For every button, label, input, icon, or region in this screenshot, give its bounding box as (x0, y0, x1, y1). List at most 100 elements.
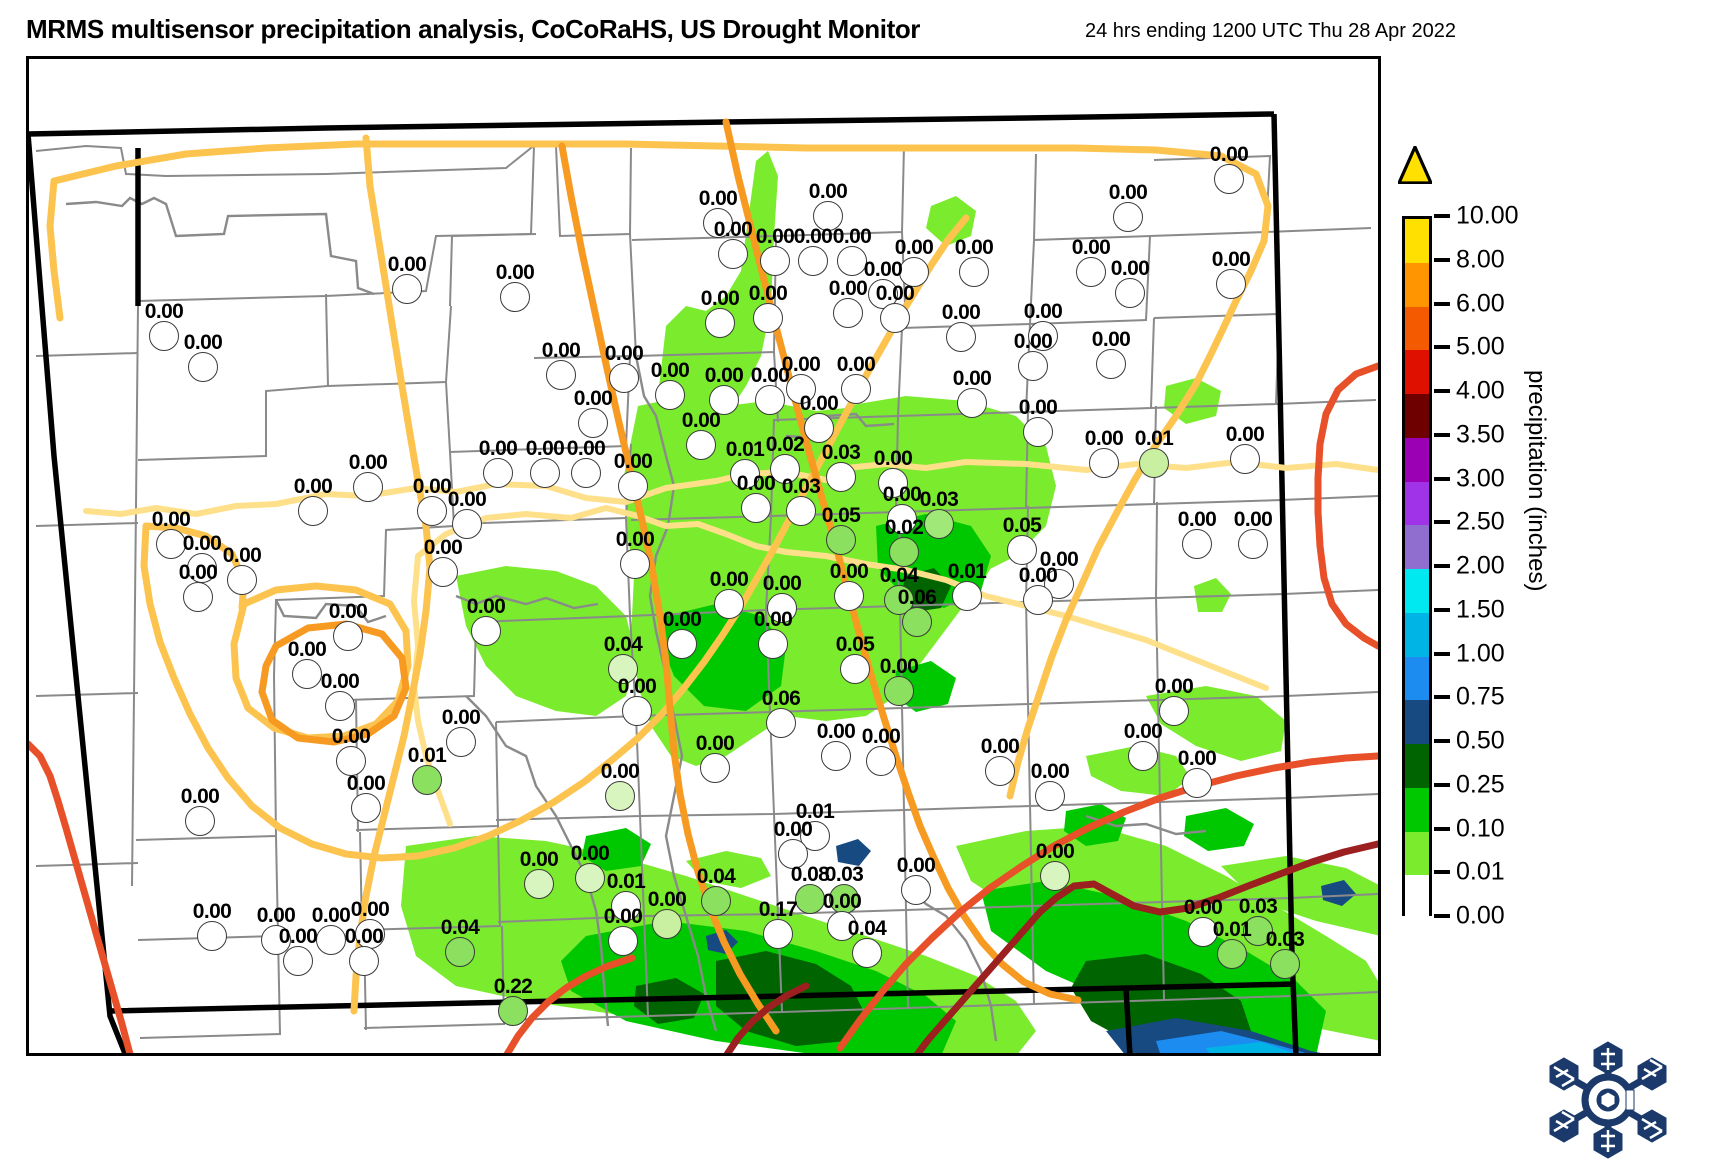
station-dot (1230, 444, 1260, 474)
station-value-label: 0.00 (879, 655, 919, 678)
station-dot (866, 746, 896, 776)
station-dot (611, 891, 641, 921)
station-value-label: 0.00 (328, 600, 368, 623)
colorbar-tick (1434, 257, 1450, 262)
station-dot (889, 537, 919, 567)
station-value-label: 0.00 (144, 300, 184, 323)
station-value-label: 0.00 (828, 277, 868, 300)
drought-contour-d3 (26, 362, 1381, 1056)
colorbar-segment (1405, 394, 1429, 439)
station-dot (753, 303, 783, 333)
station-dot (578, 408, 608, 438)
station-value-label: 0.00 (1123, 720, 1163, 743)
colorbar-bar (1402, 216, 1432, 920)
colorbar-tick (1434, 914, 1450, 918)
station-value-label: 0.00 (695, 732, 735, 755)
station-dot (1076, 257, 1106, 287)
station-value-label: 0.04 (603, 633, 643, 656)
station-dot (524, 869, 554, 899)
station-value-label: 0.00 (873, 447, 913, 470)
station-value-label: 0.00 (412, 475, 452, 498)
station-value-label: 0.00 (344, 925, 384, 948)
station-value-label: 0.00 (570, 842, 610, 865)
station-dot (901, 875, 931, 905)
colorbar-tick-label: 5.00 (1456, 332, 1505, 361)
station-value-label: 0.04 (696, 865, 736, 888)
station-dot (183, 582, 213, 612)
station-dot (336, 746, 366, 776)
colorbar-segment (1405, 700, 1429, 745)
station-value-label: 0.00 (387, 253, 427, 276)
station-dot (608, 654, 638, 684)
station-dot (575, 863, 605, 893)
station-value-label: 0.00 (466, 595, 506, 618)
station-value-label: 0.00 (331, 725, 371, 748)
station-dot (834, 581, 864, 611)
station-value-label: 0.00 (896, 854, 936, 877)
station-dot (1115, 278, 1145, 308)
station-value-label: 0.00 (1177, 508, 1217, 531)
page-header: MRMS multisensor precipitation analysis,… (0, 0, 1719, 56)
station-dot (924, 509, 954, 539)
station-value-label: 0.00 (1091, 328, 1131, 351)
colorbar-tick-label: 0.10 (1456, 814, 1505, 842)
station-value-label: 0.00 (1154, 675, 1194, 698)
station-dot (571, 458, 601, 488)
colorbar-tick (1434, 695, 1450, 700)
station-value-label: 0.00 (808, 180, 848, 203)
station-value-label: 0.00 (346, 772, 386, 795)
station-value-label: 0.00 (736, 472, 776, 495)
station-value-label: 0.00 (1071, 236, 1111, 259)
station-value-label: 0.00 (698, 187, 738, 210)
station-value-label: 0.01 (795, 800, 835, 823)
station-dot (718, 239, 748, 269)
station-dot (878, 468, 908, 498)
station-value-label: 0.00 (941, 301, 981, 324)
station-value-label: 0.00 (441, 706, 481, 729)
station-value-label: 0.00 (613, 450, 653, 473)
colorbar-tick-label: 10.00 (1456, 201, 1519, 230)
station-value-label: 0.00 (604, 342, 644, 365)
colorbar-segment (1405, 262, 1429, 307)
station-dot (1023, 417, 1053, 447)
cocorahs-snowflake-logo (1549, 1041, 1667, 1159)
station-dot (902, 607, 932, 637)
station-dot (770, 454, 800, 484)
station-dot (760, 246, 790, 276)
station-dot (622, 696, 652, 726)
station-value-label: 0.00 (423, 536, 463, 559)
station-dot (880, 303, 910, 333)
station-value-label: 0.00 (799, 392, 839, 415)
station-value-label: 0.00 (1233, 508, 1273, 531)
station-dot (957, 388, 987, 418)
station-dot (1188, 917, 1218, 947)
station-value-label: 0.06 (897, 586, 937, 609)
precipitation-map[interactable]: 0.00 0.00 0.00 0.00 0.00 0.00 0.00 0.00 0.00 0.00… (26, 56, 1381, 1056)
station-value-label: 0.00 (863, 258, 903, 281)
colorbar-axis-title: precipitation (inches) (1523, 370, 1550, 592)
station-dot (655, 380, 685, 410)
station-value-label: 0.00 (1018, 396, 1058, 419)
station-dot (705, 308, 735, 338)
station-dot (1139, 448, 1169, 478)
colorbar-tick (1434, 345, 1450, 350)
station-dot (1007, 535, 1037, 565)
station-dot (1182, 768, 1212, 798)
station-dot (283, 946, 313, 976)
station-dot (355, 919, 385, 949)
station-dot (412, 765, 442, 795)
station-dot (952, 581, 982, 611)
station-value-label: 0.00 (525, 437, 565, 460)
colorbar-tick-label: 2.00 (1456, 551, 1505, 580)
station-dot (755, 385, 785, 415)
station-dot (985, 756, 1015, 786)
station-dot (821, 741, 851, 771)
colorbar-tick (1434, 476, 1450, 481)
station-value-label: 0.00 (836, 353, 876, 376)
colorbar-tick-label: 3.50 (1456, 420, 1505, 449)
station-dot (1216, 269, 1246, 299)
colorbar-tick-label: 0.75 (1456, 682, 1505, 711)
station-dot (1238, 529, 1268, 559)
station-value-label: 0.22 (493, 975, 533, 998)
station-value-label: 0.00 (495, 261, 535, 284)
